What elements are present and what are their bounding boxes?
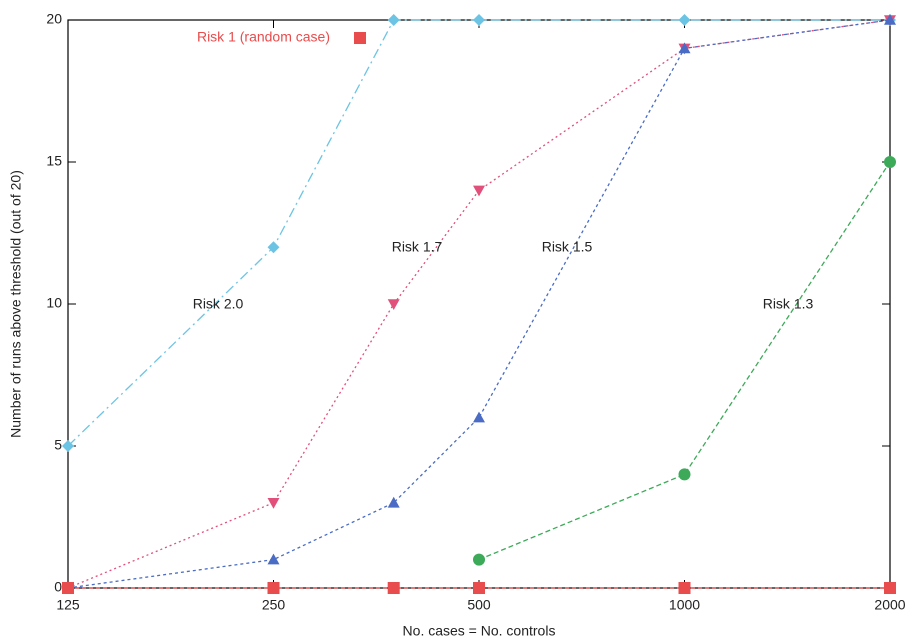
y-axis-label: Number of runs above threshold (out of 2… — [8, 170, 24, 438]
marker — [884, 14, 896, 25]
series-line — [478, 161, 891, 561]
series-label: Risk 1.5 — [542, 239, 593, 255]
marker — [473, 553, 485, 566]
marker — [678, 14, 691, 26]
x-axis-label: No. cases = No. controls — [403, 623, 556, 639]
marker — [884, 156, 896, 168]
marker — [473, 14, 485, 26]
marker — [267, 553, 280, 565]
series-line — [67, 19, 891, 589]
marker — [267, 582, 280, 594]
legend-marker — [354, 32, 366, 44]
marker — [473, 582, 485, 594]
marker — [387, 582, 400, 594]
y-tick-label: 0 — [54, 579, 62, 595]
marker — [473, 411, 485, 423]
x-tick-label: 2000 — [874, 597, 905, 613]
y-tick-label: 20 — [46, 11, 62, 27]
series-line — [67, 19, 890, 447]
series-label: Risk 1.3 — [763, 296, 814, 312]
y-tick-label: 15 — [46, 153, 62, 169]
marker — [387, 496, 400, 508]
marker — [678, 42, 691, 54]
marker — [62, 440, 74, 452]
y-tick-label: 10 — [46, 295, 62, 311]
y-tick-label: 5 — [54, 437, 62, 453]
series-label: Risk 2.0 — [193, 296, 244, 312]
marker — [884, 582, 896, 594]
marker — [678, 582, 691, 594]
marker — [473, 185, 485, 197]
marker — [62, 582, 74, 594]
series-label: Risk 1.7 — [392, 239, 443, 255]
x-tick-label: 125 — [56, 597, 80, 613]
legend-label: Risk 1 (random case) — [197, 29, 330, 45]
x-tick-label: 500 — [467, 597, 491, 613]
x-tick-label: 1000 — [669, 597, 700, 613]
marker — [267, 498, 280, 509]
marker — [387, 299, 400, 310]
x-tick-label: 250 — [262, 597, 286, 613]
marker — [267, 241, 280, 254]
marker — [387, 14, 400, 26]
marker — [678, 468, 691, 481]
